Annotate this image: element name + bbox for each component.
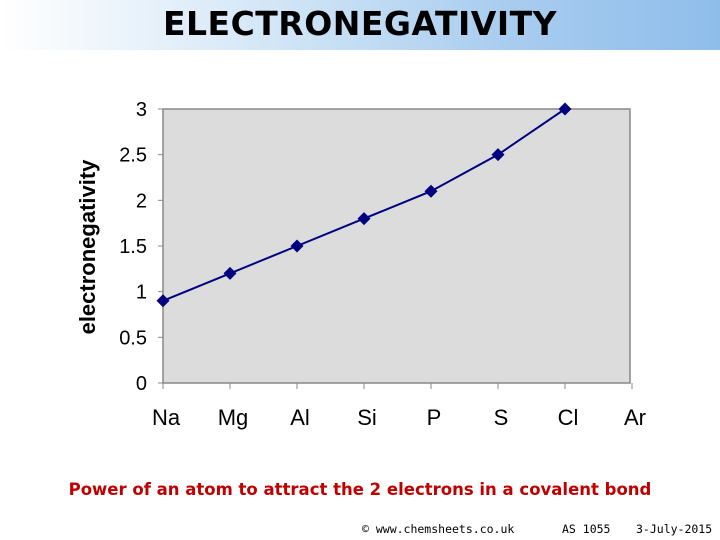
y-tick-label: 1 [136, 282, 147, 304]
footer-copyright: © www.chemsheets.co.uk [362, 522, 515, 536]
y-tick-label: 0 [136, 373, 147, 395]
y-axis-label: electronegativity [75, 159, 100, 335]
data-point [290, 239, 304, 253]
caption: Power of an atom to attract the 2 electr… [68, 480, 652, 499]
y-tick-label: 1.5 [119, 236, 147, 258]
x-tick-label: Na [152, 405, 181, 430]
y-tick-label: 0.5 [119, 327, 147, 349]
data-point [491, 148, 505, 162]
y-tick-label: 2 [136, 190, 147, 212]
plot-area [162, 108, 631, 384]
x-tick-label: Cl [558, 405, 579, 430]
data-point [424, 184, 438, 198]
y-tick-label: 3 [136, 99, 147, 121]
x-tick-label: Al [290, 405, 310, 430]
data-point [558, 102, 572, 116]
data-point [357, 212, 371, 226]
page-title: ELECTRONEGATIVITY [162, 4, 558, 43]
x-tick-label: P [427, 405, 442, 430]
x-tick-label: Ar [624, 405, 646, 430]
electronegativity-chart: 0 0.5 1 1.5 2 2.5 3 Na Mg Al Si P S Cl Ar electronega… [75, 99, 646, 430]
y-tick-label: 2.5 [119, 145, 147, 167]
footer-code: AS 1055 [562, 522, 611, 536]
x-tick-label: Mg [218, 405, 249, 430]
title-bar [0, 0, 720, 50]
x-tick-label: S [494, 405, 509, 430]
footer-date: 3-July-2015 [636, 522, 713, 536]
data-point [223, 266, 237, 280]
data-point [156, 294, 170, 308]
x-tick-label: Si [357, 405, 377, 430]
